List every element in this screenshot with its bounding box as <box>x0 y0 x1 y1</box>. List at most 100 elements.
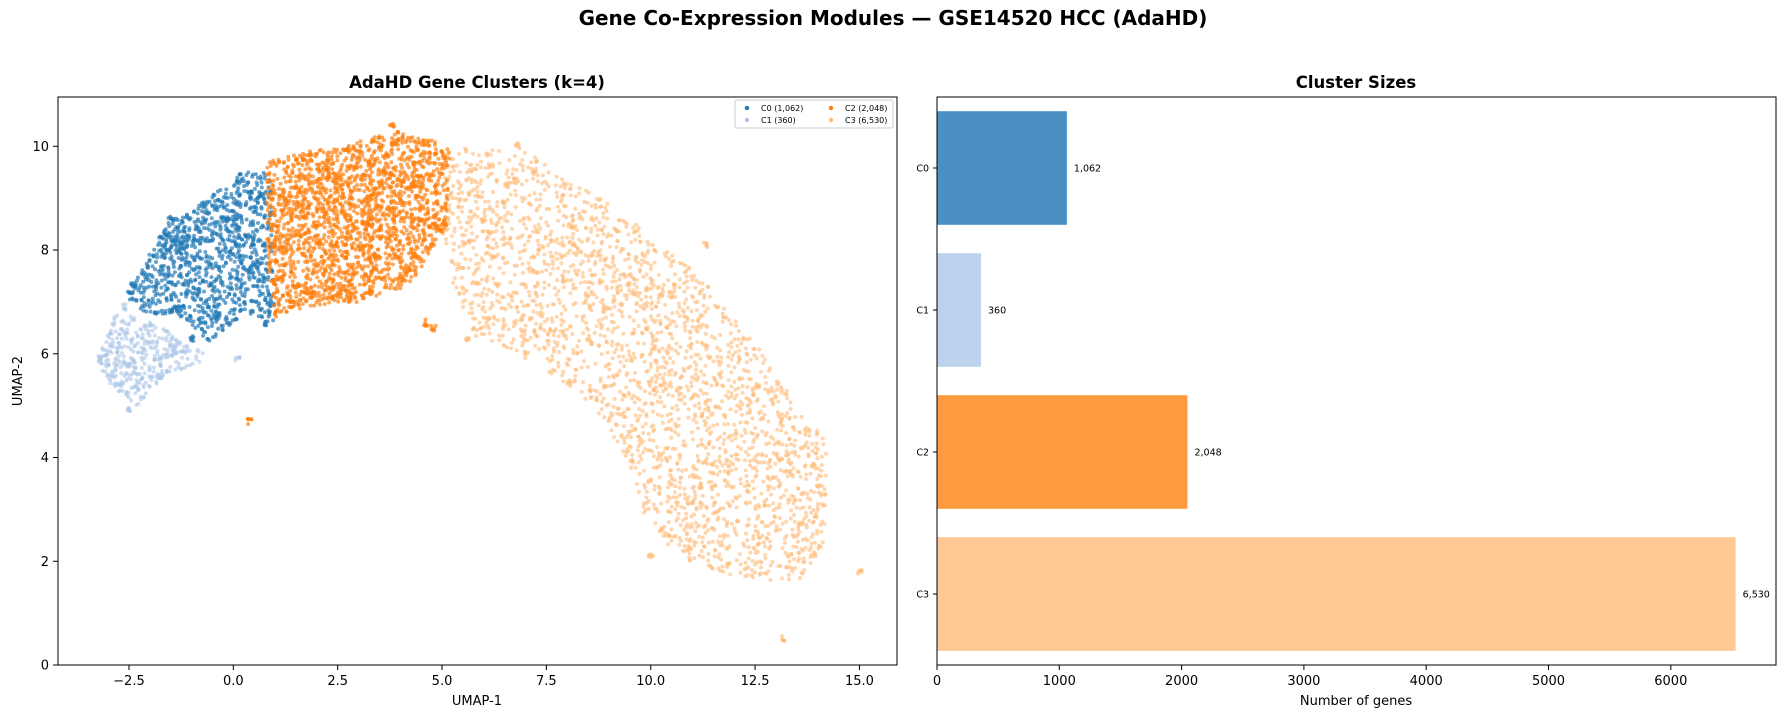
data-point <box>682 506 687 510</box>
data-point <box>585 293 590 298</box>
data-point <box>548 232 553 237</box>
data-point <box>665 499 670 504</box>
data-point <box>218 225 223 230</box>
data-point <box>164 338 168 343</box>
data-point <box>228 274 233 279</box>
data-point <box>800 520 805 525</box>
data-point <box>183 278 188 283</box>
data-point <box>197 359 202 364</box>
data-point <box>684 467 689 472</box>
data-point <box>205 226 209 231</box>
data-point <box>722 469 727 474</box>
data-point <box>296 259 301 264</box>
data-point <box>526 215 530 220</box>
data-point <box>487 207 492 212</box>
data-point <box>196 303 200 308</box>
data-point <box>618 272 623 277</box>
data-point <box>154 252 159 257</box>
data-point <box>165 286 170 291</box>
data-point <box>804 472 809 477</box>
data-point <box>272 303 276 308</box>
data-point <box>201 320 206 325</box>
data-point <box>671 495 676 500</box>
data-point <box>626 272 631 277</box>
data-point <box>232 293 237 298</box>
data-point <box>649 424 654 429</box>
data-point <box>577 191 582 196</box>
data-point <box>104 353 109 357</box>
data-point <box>240 293 245 298</box>
data-point <box>535 282 540 287</box>
data-point <box>712 554 717 559</box>
data-point <box>148 345 153 350</box>
data-point <box>814 441 819 446</box>
data-point <box>734 496 739 501</box>
data-point <box>459 251 464 256</box>
data-point <box>494 229 499 234</box>
data-point <box>147 374 152 379</box>
data-point <box>658 318 662 323</box>
data-point <box>730 499 735 504</box>
data-point <box>709 430 714 435</box>
data-point <box>695 329 700 334</box>
data-point <box>450 196 455 200</box>
data-point <box>663 365 667 370</box>
data-point <box>642 402 647 407</box>
data-point <box>591 240 596 245</box>
data-point <box>788 462 793 467</box>
data-point <box>743 468 748 473</box>
data-point <box>495 298 500 303</box>
data-point <box>747 483 752 488</box>
data-point <box>419 264 424 269</box>
data-point <box>222 289 227 294</box>
data-point <box>464 170 469 175</box>
data-point <box>622 364 627 369</box>
data-point <box>703 423 708 428</box>
data-point <box>749 568 754 573</box>
data-point <box>796 454 801 459</box>
data-point <box>463 256 468 261</box>
data-point <box>635 260 640 265</box>
data-point <box>577 338 581 343</box>
data-point <box>568 291 573 296</box>
data-point <box>676 301 681 306</box>
data-point <box>608 383 613 388</box>
data-point <box>624 385 629 390</box>
data-point <box>689 380 694 385</box>
data-point <box>534 303 539 308</box>
data-point <box>514 263 519 268</box>
data-point <box>252 275 257 280</box>
data-point <box>266 186 271 191</box>
data-point <box>784 431 789 435</box>
data-point <box>740 390 745 395</box>
data-point <box>795 532 800 537</box>
data-point <box>676 416 681 421</box>
data-point <box>147 284 152 289</box>
data-point <box>556 334 561 339</box>
data-point <box>580 318 585 323</box>
data-point <box>123 391 128 396</box>
data-point <box>251 242 256 247</box>
data-point <box>199 204 204 209</box>
data-point <box>225 202 230 207</box>
data-point <box>530 170 535 175</box>
data-point <box>244 217 249 222</box>
data-point <box>131 358 136 363</box>
data-point <box>107 344 112 349</box>
data-point <box>198 297 203 302</box>
data-point <box>124 371 129 376</box>
data-point <box>652 260 657 265</box>
data-point <box>461 266 466 270</box>
data-point <box>704 391 709 396</box>
data-point <box>719 375 723 380</box>
data-point <box>163 243 168 248</box>
data-point <box>139 397 144 402</box>
data-point <box>706 404 711 409</box>
data-point <box>732 365 737 370</box>
data-point <box>196 323 201 328</box>
data-point <box>638 240 643 244</box>
data-point <box>801 548 806 553</box>
data-point <box>587 303 592 308</box>
data-point <box>791 557 796 562</box>
data-point <box>734 505 739 510</box>
